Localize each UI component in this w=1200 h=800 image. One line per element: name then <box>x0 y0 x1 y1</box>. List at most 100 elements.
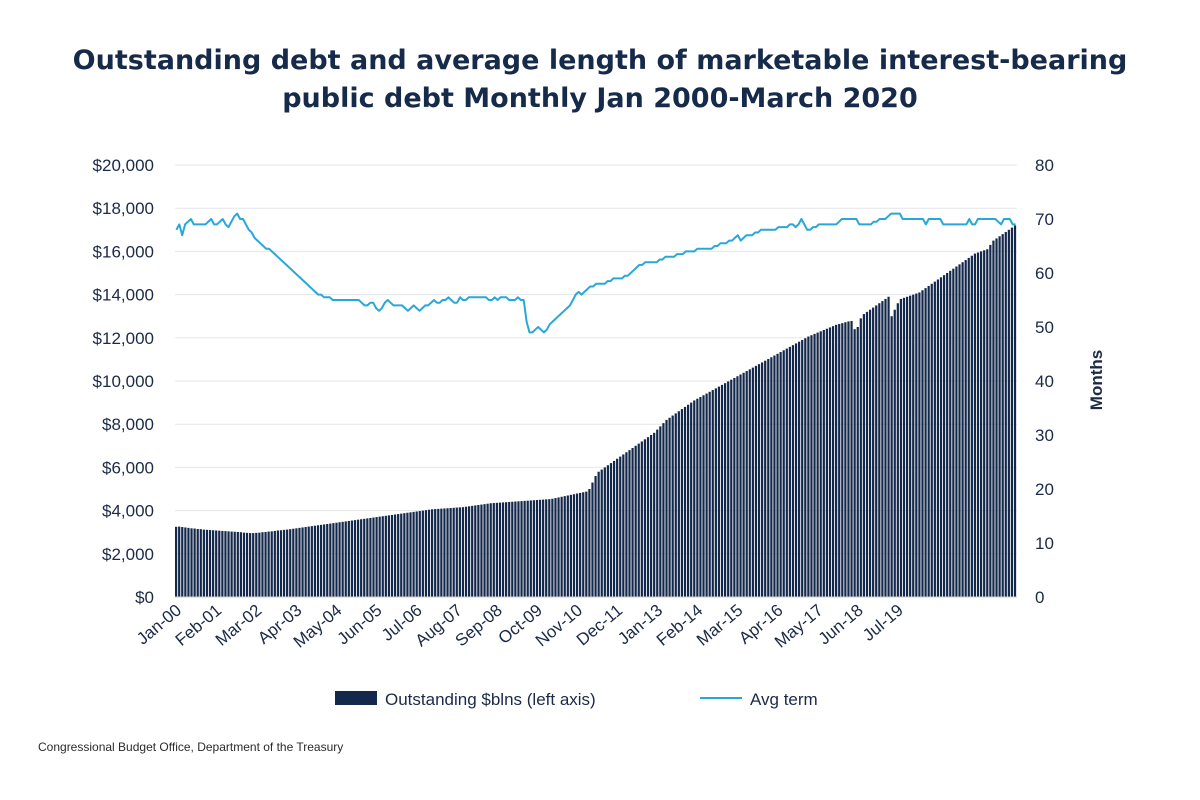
bar <box>612 460 616 597</box>
bar <box>249 533 252 597</box>
bar <box>316 525 320 597</box>
bar <box>175 526 178 597</box>
y-right-tick-label: 10 <box>1035 534 1054 553</box>
bar <box>952 268 955 597</box>
bar <box>835 324 838 597</box>
bar <box>554 498 557 597</box>
bar <box>909 295 912 597</box>
bar <box>461 507 465 597</box>
bar <box>480 504 483 597</box>
bar <box>545 499 548 597</box>
bar <box>477 504 480 597</box>
bar <box>458 507 461 597</box>
legend-label-avg-term: Avg term <box>750 690 818 709</box>
bar <box>686 404 690 597</box>
bar <box>986 249 989 598</box>
bar <box>850 320 853 597</box>
bar <box>656 429 659 597</box>
bar <box>366 518 369 597</box>
bar <box>511 501 514 597</box>
bar <box>523 500 526 597</box>
bar <box>924 288 927 597</box>
bar <box>893 309 896 597</box>
bar <box>751 367 754 597</box>
bar <box>542 499 545 597</box>
bar <box>212 530 215 597</box>
bar <box>255 532 258 597</box>
x-tick-label: Mar-02 <box>212 601 265 650</box>
bar <box>202 529 205 597</box>
bar <box>492 503 495 597</box>
bar <box>872 307 875 597</box>
bar <box>471 505 474 597</box>
bar <box>424 510 428 597</box>
avg-term-line <box>175 212 1016 334</box>
bar <box>659 426 662 597</box>
bar <box>597 471 600 597</box>
bar <box>548 499 551 597</box>
bar <box>794 343 798 597</box>
bar <box>289 529 292 597</box>
bar <box>764 360 767 597</box>
bar <box>227 531 230 597</box>
bar <box>505 502 508 597</box>
bar <box>745 371 748 597</box>
y-right-tick-label: 80 <box>1035 156 1054 175</box>
bar <box>218 530 221 597</box>
bar-series <box>175 225 1017 598</box>
bar <box>563 496 566 597</box>
chart-title: Outstanding debt and average length of m… <box>0 42 1200 118</box>
bar <box>344 521 347 597</box>
y-right-tick-label: 60 <box>1035 264 1054 283</box>
bar <box>455 507 458 597</box>
bar <box>717 386 721 597</box>
bar <box>409 512 412 597</box>
bar <box>421 510 424 597</box>
bar <box>933 281 936 597</box>
bar <box>733 377 736 597</box>
bar <box>323 524 326 597</box>
y-left-tick-label: $10,000 <box>93 372 154 391</box>
source-note: Congressional Budget Office, Department … <box>38 740 344 754</box>
bar <box>899 298 903 597</box>
bar <box>788 346 791 597</box>
bar <box>273 530 276 597</box>
bar <box>603 467 606 597</box>
bar <box>979 251 983 597</box>
bar <box>258 532 261 597</box>
bar <box>384 515 387 597</box>
bar <box>304 527 307 597</box>
bar <box>791 345 795 597</box>
bar <box>498 502 502 597</box>
bar <box>495 502 498 597</box>
bar <box>865 311 869 597</box>
bar <box>973 253 977 597</box>
bar <box>723 383 727 597</box>
bar <box>338 522 341 597</box>
bar <box>236 531 239 597</box>
bar <box>828 327 832 597</box>
bar <box>353 520 357 597</box>
bar <box>501 502 505 597</box>
bar <box>696 398 699 597</box>
bar <box>884 298 887 597</box>
bar <box>535 500 539 597</box>
bar <box>585 491 588 597</box>
bar <box>434 509 437 597</box>
bar <box>942 275 946 597</box>
bar <box>680 409 684 597</box>
bar <box>634 445 637 597</box>
bar <box>915 293 918 597</box>
bar <box>939 277 943 597</box>
bar <box>529 500 532 597</box>
bar <box>329 523 332 597</box>
bar <box>594 476 597 597</box>
y-right-tick-label: 20 <box>1035 480 1054 499</box>
bar <box>538 499 542 597</box>
bar <box>649 435 653 597</box>
bar <box>819 331 822 597</box>
bar <box>936 279 940 597</box>
bar <box>804 338 807 597</box>
y-right-tick-label: 50 <box>1035 318 1054 337</box>
x-tick-label: Mar-15 <box>693 601 746 650</box>
